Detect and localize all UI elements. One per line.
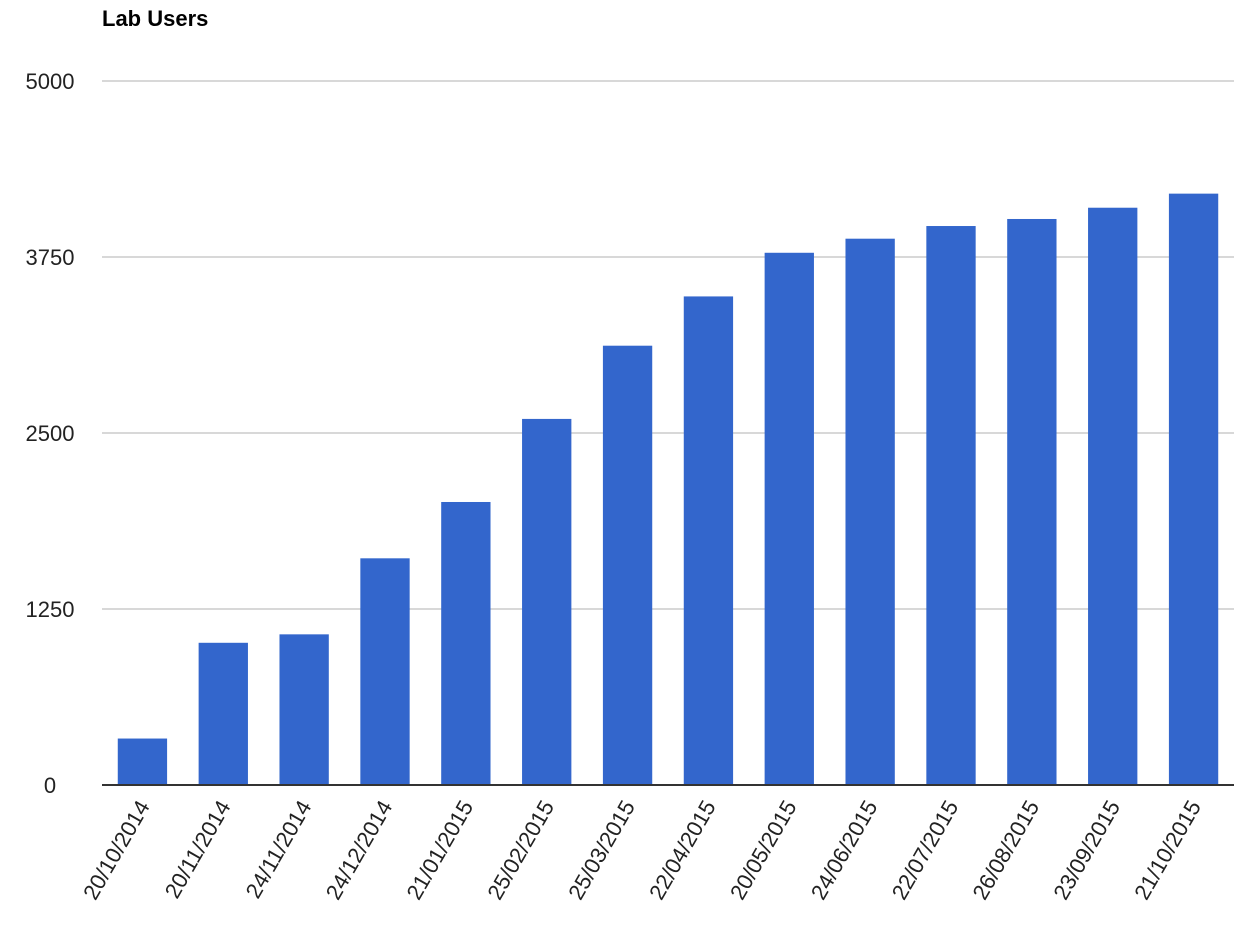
bar	[1088, 207, 1138, 786]
x-tick-label: 20/10/2014	[78, 796, 155, 904]
bar	[602, 345, 653, 785]
bar	[764, 252, 814, 785]
bar	[683, 296, 734, 785]
bar	[360, 558, 410, 785]
bars	[117, 193, 1219, 786]
y-tick-label: 0	[44, 773, 56, 798]
y-axis-tick-labels: 0 1250 2500 3750 5000	[26, 69, 75, 798]
x-tick-label: 26/08/2015	[967, 796, 1044, 904]
gridlines	[102, 80, 1234, 610]
bar	[522, 418, 572, 785]
x-tick-label: 24/11/2014	[241, 796, 317, 902]
x-axis-tick-labels: 20/10/2014 20/11/2014 24/11/2014 24/12/2014…	[78, 796, 1206, 904]
x-tick-label: 22/04/2015	[644, 796, 721, 904]
y-tick-label: 2500	[26, 421, 75, 446]
bar	[279, 634, 329, 785]
x-tick-label: 25/03/2015	[563, 796, 640, 904]
bar	[845, 238, 895, 786]
chart-title: Lab Users	[102, 6, 209, 31]
bar	[926, 226, 976, 786]
x-tick-label: 24/12/2014	[321, 796, 398, 904]
bar	[198, 642, 248, 785]
x-tick-label: 21/10/2015	[1129, 796, 1206, 904]
y-tick-label: 5000	[26, 69, 75, 94]
y-tick-label: 1250	[26, 597, 75, 622]
bar	[1007, 218, 1057, 785]
x-tick-label: 21/01/2015	[401, 796, 478, 904]
x-tick-label: 22/07/2015	[887, 796, 964, 904]
bar	[441, 501, 491, 785]
x-tick-label: 24/06/2015	[806, 796, 883, 904]
bar	[1168, 193, 1219, 785]
x-tick-label: 23/09/2015	[1048, 796, 1125, 904]
x-tick-label: 20/05/2015	[725, 796, 802, 904]
x-tick-label: 20/11/2014	[160, 796, 236, 902]
x-tick-label: 25/02/2015	[482, 796, 559, 904]
y-tick-label: 3750	[26, 245, 75, 270]
bar	[117, 738, 168, 785]
